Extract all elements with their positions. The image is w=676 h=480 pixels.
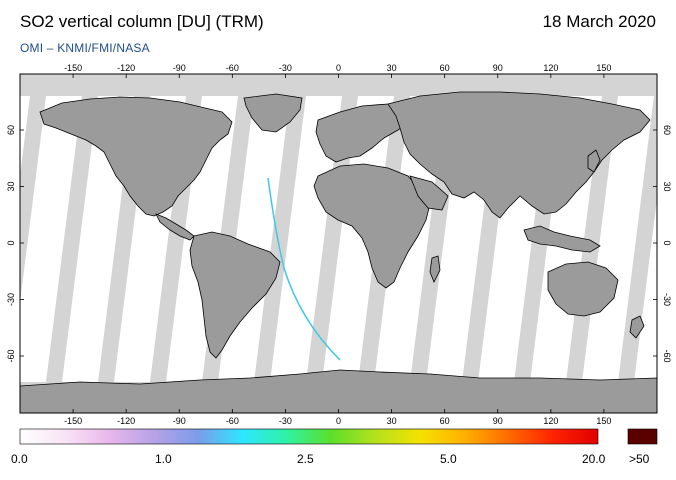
japan — [587, 149, 601, 173]
lat-left-label: -30 — [6, 293, 16, 306]
arabian-peninsula — [409, 175, 449, 211]
map-layers — [20, 74, 676, 413]
colorbar-label-0: 0.0 — [11, 452, 28, 466]
australia — [547, 261, 619, 317]
lon-top-label: -30 — [279, 63, 292, 73]
map-title: SO2 vertical column [DU] (TRM) — [20, 12, 264, 31]
swath-gap-band — [254, 96, 306, 382]
colorbar-label-3: 5.0 — [440, 452, 457, 466]
central-america — [155, 213, 195, 241]
north-america — [39, 96, 233, 217]
lat-left-label: -60 — [6, 349, 16, 362]
trajectory-line — [267, 177, 341, 361]
data-credit: OMI – KNMI/FMI/NASA — [20, 41, 150, 55]
greenland — [243, 93, 303, 133]
antarctica — [20, 369, 657, 413]
lon-bottom-label: -90 — [173, 416, 186, 426]
new-zealand — [629, 315, 645, 339]
lon-top-label: 30 — [387, 63, 397, 73]
lon-top-label: 60 — [440, 63, 450, 73]
south-america — [189, 231, 281, 359]
lon-top-label: 150 — [596, 63, 611, 73]
colorbar-label-1: 1.0 — [155, 452, 172, 466]
asia — [387, 91, 651, 219]
lon-bottom-label: 60 — [440, 416, 450, 426]
lat-right-label: 30 — [662, 181, 672, 191]
lon-bottom-label: 0 — [336, 416, 341, 426]
lon-top-label: 120 — [543, 63, 558, 73]
maritime-southeast-asia — [523, 225, 601, 253]
europe — [315, 103, 413, 163]
lat-right-label: -60 — [662, 349, 672, 362]
latitude-axis-right: 60 30 0 -30 -60 — [653, 125, 672, 363]
lon-top-label: -120 — [117, 63, 135, 73]
latitude-axis-left: 60 30 0 -30 -60 — [6, 125, 24, 363]
lat-right-label: -30 — [662, 293, 672, 306]
lon-bottom-label: -30 — [279, 416, 292, 426]
lon-top-label: 0 — [336, 63, 341, 73]
lon-top-label: -90 — [173, 63, 186, 73]
africa — [313, 163, 431, 289]
madagascar — [429, 255, 441, 283]
lat-left-label: 30 — [6, 181, 16, 191]
swath-gap-band — [20, 96, 46, 303]
longitude-axis-bottom: -150 -120 -90 -60 -30 0 30 60 90 120 150 — [64, 409, 611, 426]
lon-top-label: -150 — [64, 63, 82, 73]
lon-bottom-label: -120 — [117, 416, 135, 426]
colorbar-label-4: 20.0 — [582, 452, 606, 466]
lon-bottom-label: 150 — [596, 416, 611, 426]
colorbar-overflow-box — [627, 428, 658, 445]
lon-bottom-label: 120 — [543, 416, 558, 426]
lon-bottom-label: 30 — [387, 416, 397, 426]
swath-gap-band — [670, 96, 676, 382]
colorbar — [19, 428, 599, 445]
lon-bottom-label: -150 — [64, 416, 82, 426]
lon-top-label: 90 — [493, 63, 503, 73]
colorbar-label-5: >50 — [629, 452, 650, 466]
lat-left-label: 0 — [6, 240, 16, 245]
arctic-no-data — [20, 74, 657, 96]
lon-bottom-label: 90 — [493, 416, 503, 426]
colorbar-label-2: 2.5 — [297, 452, 314, 466]
longitude-axis-top: -150 -120 -90 -60 -30 0 30 60 90 120 150 — [64, 63, 611, 78]
lat-right-label: 0 — [662, 240, 672, 245]
lat-right-label: 60 — [662, 125, 672, 135]
map-date: 18 March 2020 — [542, 12, 656, 31]
land-masses — [20, 91, 657, 413]
swath-gap-band — [46, 96, 98, 382]
swath-gap-band — [618, 96, 657, 382]
lon-top-label: -60 — [226, 63, 239, 73]
lon-bottom-label: -60 — [226, 416, 239, 426]
lat-left-label: 60 — [6, 125, 16, 135]
